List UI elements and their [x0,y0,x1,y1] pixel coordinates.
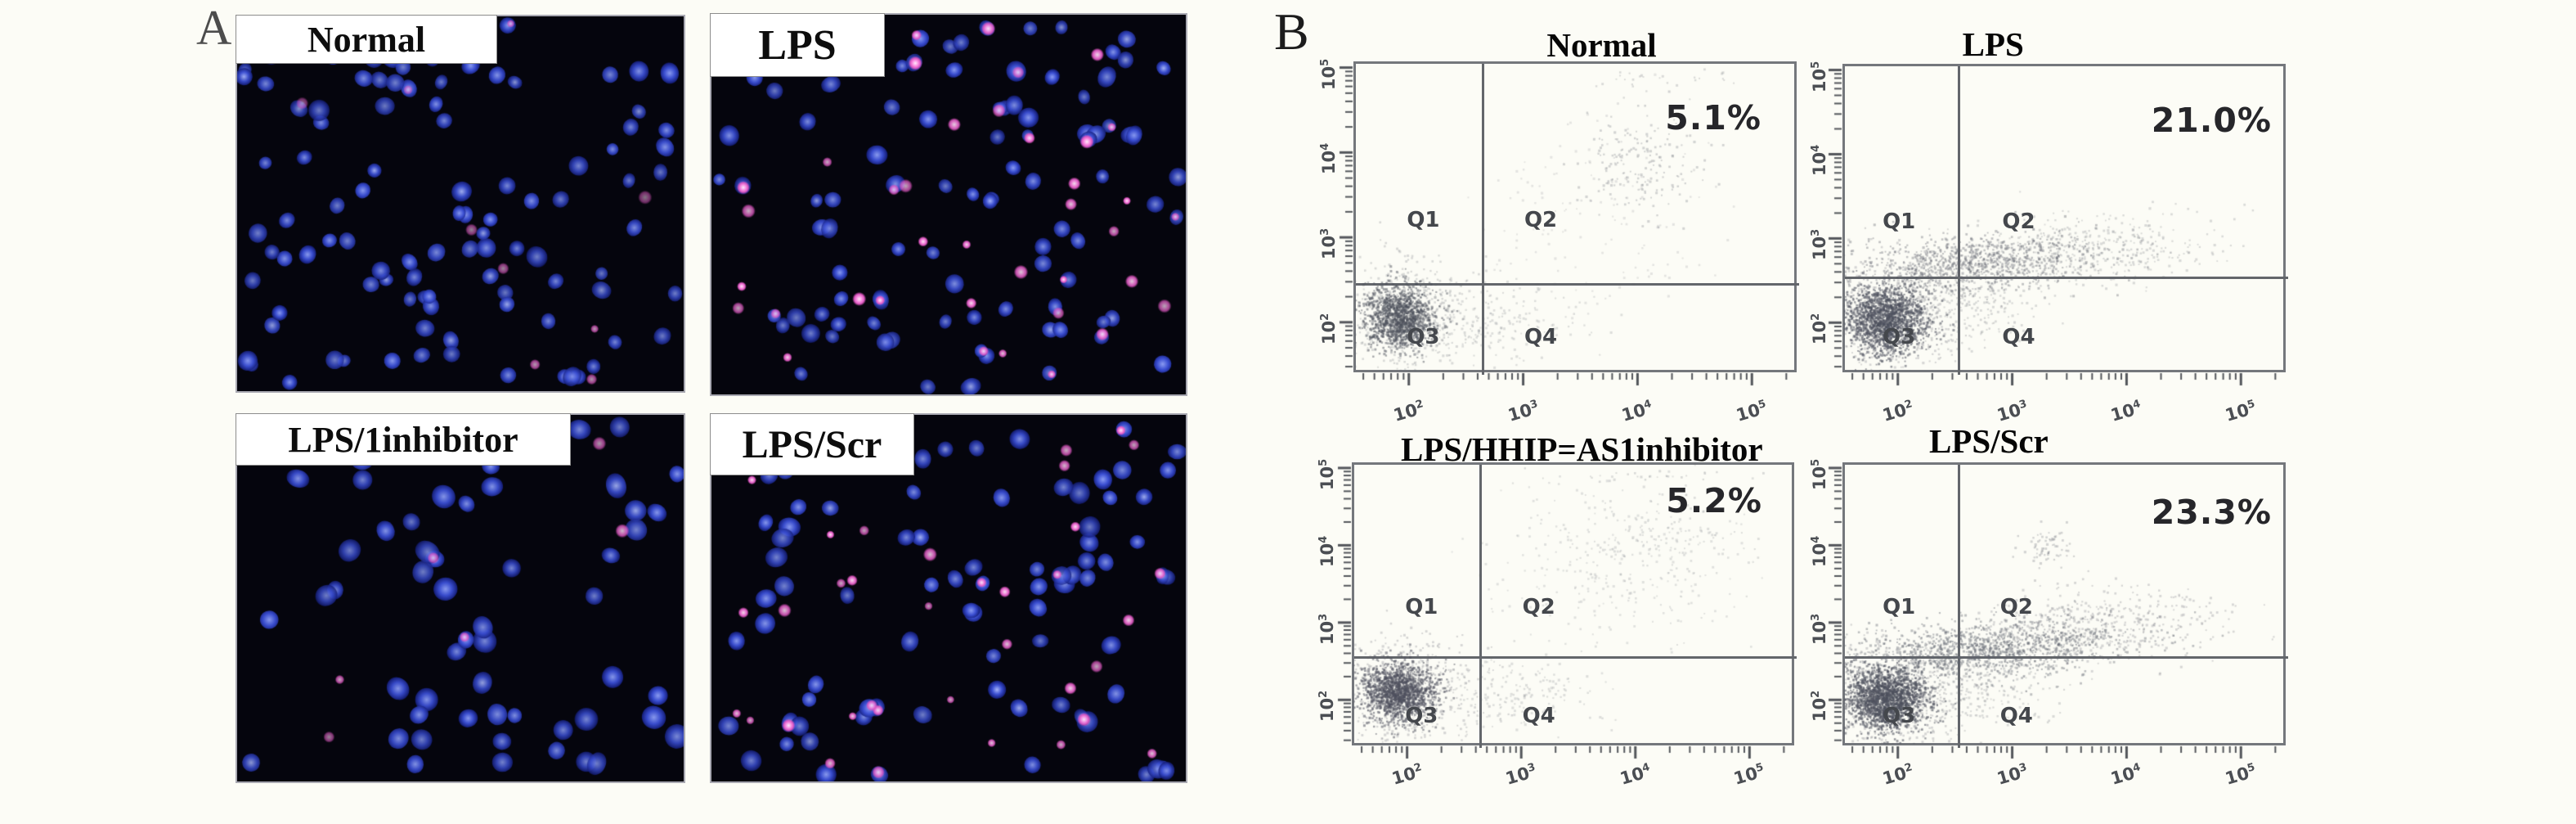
y-tick-exponent: 5 [1810,61,1822,69]
flow-lps-quadrant-label-q1: Q1 [1883,209,1916,234]
y-tick-exponent: 5 [1319,58,1331,66]
flow-normal-scatter-canvas [1332,61,1797,395]
x-tick-exponent: 5 [1757,398,1768,412]
y-tick-exponent: 4 [1810,536,1822,544]
flow-lps-quadrant-label-q2: Q2 [2002,209,2035,234]
flow-lps-quadrant-label-q4: Q4 [2002,324,2035,349]
panel-b-label: B [1274,2,1309,61]
micro-lps-scr-label: LPS/Scr [710,413,914,475]
flow-inhibitor-quadrant-label-q2: Q2 [1522,595,1555,619]
flow-normal-quadrant-label-q4: Q4 [1524,324,1558,349]
flow-scr-quadrant-label-q3: Q3 [1883,704,1916,729]
flow-normal-title: Normal [1546,26,1657,64]
flow-inhibitor-scatter-canvas [1331,462,1794,768]
micro-lps-inhibitor-label: LPS/1inhibitor [236,413,571,466]
micro-normal: Normal [236,15,685,393]
micro-lps-canvas [711,15,1186,394]
flow-normal-x-tick-label-10e4: 104 [1619,398,1654,426]
micro-normal-label: Normal [236,15,497,64]
y-tick-exponent: 5 [1810,458,1822,466]
flow-inhibitor-quadrant-label-q4: Q4 [1522,704,1555,729]
flow-normal-x-tick-label-10e5: 105 [1734,398,1768,426]
flow-inhibitor-quadrant-label-q1: Q1 [1405,595,1438,619]
flow-lps-x-tick-label-10e5: 105 [2223,398,2257,426]
panel-a-label: A [196,1,232,55]
x-tick-exponent: 3 [2017,398,2028,412]
flow-normal-x-tick-label-10e2: 102 [1391,398,1425,426]
x-tick-exponent: 5 [2246,398,2257,412]
y-tick-exponent: 2 [1319,313,1331,321]
x-tick-exponent: 2 [1414,398,1425,412]
micro-normal-label-text: Normal [307,19,426,60]
y-tick-exponent: 2 [1810,313,1822,322]
y-tick-exponent: 5 [1317,458,1330,466]
flow-normal-quadrant-label-q3: Q3 [1407,324,1440,349]
flow-normal-quadrant-label-q2: Q2 [1524,208,1558,232]
y-tick-exponent: 4 [1317,536,1330,544]
y-tick-exponent: 3 [1317,613,1330,621]
micro-lps-label: LPS [710,13,885,77]
flow-normal-q2-percent: 5.1% [1665,98,1761,137]
flow-scr-quadrant-label-q2: Q2 [1999,595,2033,619]
y-tick-exponent: 2 [1810,691,1822,699]
x-tick-exponent: 3 [1528,398,1539,412]
micro-normal-canvas [237,16,684,391]
micro-lps-scr-label-text: LPS/Scr [742,422,882,466]
flow-lps-q2-percent: 21.0% [2151,101,2272,140]
flow-inhibitor-quadrant-label-q3: Q3 [1405,704,1438,729]
micro-lps-inhibitor-canvas [237,415,684,781]
micro-lps-scr: LPS/Scr [710,413,1187,783]
flow-lps-quadrant-label-q3: Q3 [1883,324,1916,349]
flow-scr-quadrant-label-q1: Q1 [1883,595,1916,619]
micro-lps-inhibitor-label-text: LPS/1inhibitor [288,419,518,460]
flow-normal-x-tick-label-10e3: 103 [1505,398,1539,426]
y-tick-exponent: 4 [1319,143,1331,151]
flow-scr-quadrant-label-q4: Q4 [1999,704,2033,729]
flow-scr-q2-percent: 23.3% [2151,493,2272,532]
y-tick-exponent: 3 [1810,229,1822,237]
x-tick-exponent: 4 [1642,398,1654,412]
flow-scr-scatter-canvas [1821,462,2286,768]
flow-lps-x-tick-label-10e4: 104 [2108,398,2143,426]
micro-lps: LPS [710,13,1187,396]
flow-inhibitor-title: LPS/HHIP=AS1inhibitor [1401,430,1763,468]
y-tick-exponent: 4 [1810,145,1822,153]
flow-lps-title: LPS [1962,25,2024,63]
flow-inhibitor-q2-percent: 5.2% [1666,481,1762,520]
flow-lps-x-tick-label-10e2: 102 [1880,398,1914,426]
y-tick-exponent: 2 [1317,691,1330,699]
y-tick-exponent: 3 [1810,613,1822,621]
micro-lps-scr-canvas [711,415,1186,781]
flow-lps-scatter-canvas [1821,64,2286,395]
x-tick-exponent: 2 [1903,398,1914,412]
micro-lps-label-text: LPS [758,21,837,69]
flow-normal-quadrant-label-q1: Q1 [1407,208,1440,232]
micro-lps-inhibitor: LPS/1inhibitor [236,413,685,783]
flow-scr-title: LPS/Scr [1928,422,2049,460]
x-tick-exponent: 4 [2131,398,2143,412]
y-tick-exponent: 3 [1319,227,1331,236]
